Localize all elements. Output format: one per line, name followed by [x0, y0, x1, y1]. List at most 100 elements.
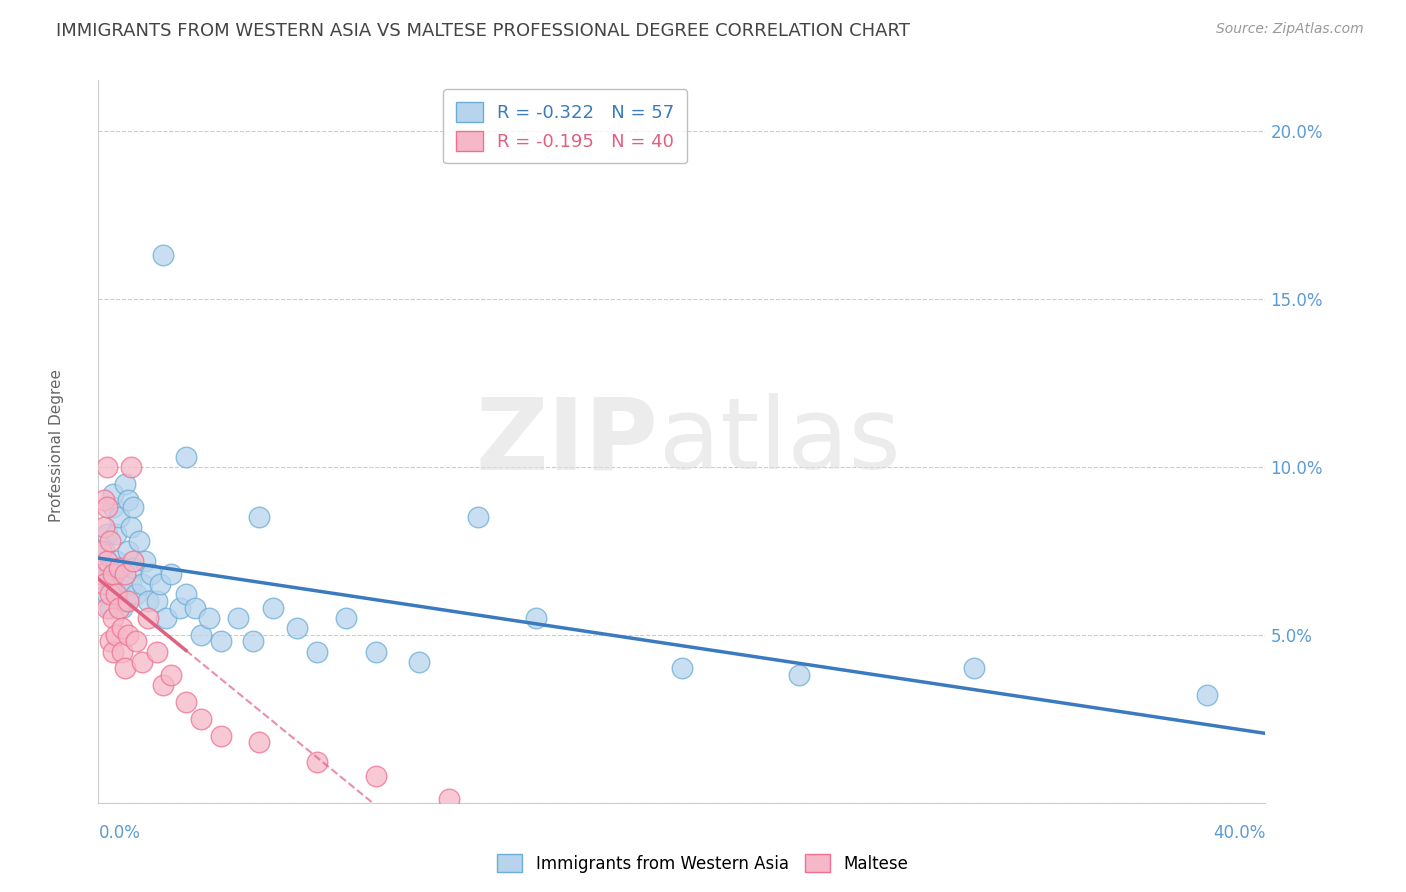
Point: [139, 567, 162, 582]
Point: [111, 621, 134, 635]
Point: [787, 668, 810, 682]
Point: [96, 500, 118, 514]
Point: [108, 510, 131, 524]
Point: [125, 587, 148, 601]
Point: [190, 628, 212, 642]
Point: [437, 792, 460, 806]
Point: [90, 543, 112, 558]
Point: [98, 533, 121, 548]
Point: [114, 594, 136, 608]
Point: [335, 611, 357, 625]
Point: [131, 655, 153, 669]
Text: 0.0%: 0.0%: [98, 824, 141, 842]
Point: [120, 577, 142, 591]
Point: [108, 581, 131, 595]
Point: [117, 594, 139, 608]
Point: [146, 594, 169, 608]
Point: [108, 560, 131, 574]
Point: [117, 493, 139, 508]
Point: [169, 600, 191, 615]
Point: [152, 248, 174, 262]
Point: [160, 567, 183, 582]
Point: [101, 577, 124, 591]
Point: [93, 520, 115, 534]
Point: [93, 543, 115, 558]
Point: [307, 644, 329, 658]
Legend: R = -0.322   N = 57, R = -0.195   N = 40: R = -0.322 N = 57, R = -0.195 N = 40: [443, 89, 688, 163]
Point: [122, 554, 145, 568]
Point: [307, 756, 329, 770]
Legend: Immigrants from Western Asia, Maltese: Immigrants from Western Asia, Maltese: [491, 847, 915, 880]
Point: [152, 678, 174, 692]
Point: [114, 567, 136, 582]
Point: [120, 520, 142, 534]
Point: [174, 695, 197, 709]
Point: [101, 486, 124, 500]
Point: [114, 476, 136, 491]
Point: [155, 611, 177, 625]
Point: [98, 587, 121, 601]
Point: [111, 560, 134, 574]
Point: [408, 655, 430, 669]
Point: [101, 644, 124, 658]
Text: Professional Degree: Professional Degree: [49, 369, 63, 523]
Point: [128, 533, 150, 548]
Point: [209, 634, 232, 648]
Point: [262, 600, 284, 615]
Point: [174, 587, 197, 601]
Text: ZIP: ZIP: [475, 393, 658, 490]
Point: [146, 644, 169, 658]
Point: [111, 644, 134, 658]
Point: [108, 600, 131, 615]
Point: [104, 587, 127, 601]
Point: [101, 567, 124, 582]
Point: [117, 628, 139, 642]
Point: [160, 668, 183, 682]
Point: [98, 560, 121, 574]
Point: [104, 554, 127, 568]
Point: [247, 735, 270, 749]
Point: [96, 554, 118, 568]
Point: [134, 554, 156, 568]
Point: [104, 527, 127, 541]
Point: [122, 500, 145, 514]
Point: [183, 600, 205, 615]
Point: [96, 600, 118, 615]
Point: [120, 459, 142, 474]
Point: [209, 729, 232, 743]
Point: [111, 600, 134, 615]
Text: Source: ZipAtlas.com: Source: ZipAtlas.com: [1216, 22, 1364, 37]
Point: [93, 577, 115, 591]
Point: [96, 459, 118, 474]
Text: 40.0%: 40.0%: [1213, 824, 1265, 842]
Point: [962, 661, 984, 675]
Point: [364, 644, 387, 658]
Point: [90, 567, 112, 582]
Point: [98, 634, 121, 648]
Text: atlas: atlas: [658, 393, 900, 490]
Point: [93, 493, 115, 508]
Point: [90, 567, 112, 582]
Point: [285, 621, 308, 635]
Point: [242, 634, 264, 648]
Point: [524, 611, 547, 625]
Point: [136, 594, 159, 608]
Point: [190, 712, 212, 726]
Point: [131, 577, 153, 591]
Point: [136, 611, 159, 625]
Point: [125, 634, 148, 648]
Point: [101, 500, 124, 514]
Point: [96, 587, 118, 601]
Point: [122, 560, 145, 574]
Point: [117, 543, 139, 558]
Point: [149, 577, 172, 591]
Point: [174, 450, 197, 464]
Point: [671, 661, 693, 675]
Point: [96, 527, 118, 541]
Point: [247, 510, 270, 524]
Point: [198, 611, 221, 625]
Point: [101, 611, 124, 625]
Point: [228, 611, 250, 625]
Point: [467, 510, 489, 524]
Point: [114, 661, 136, 675]
